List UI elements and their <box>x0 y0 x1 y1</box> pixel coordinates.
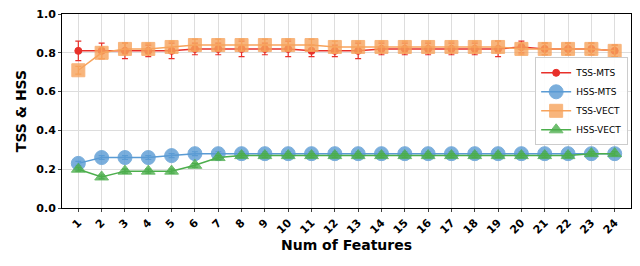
svg-text:TSS & HSS: TSS & HSS <box>13 70 29 152</box>
svg-text:TSS-VECT: TSS-VECT <box>575 106 620 116</box>
svg-text:16: 16 <box>414 216 434 236</box>
svg-text:10: 10 <box>274 216 294 236</box>
svg-text:0.8: 0.8 <box>36 47 56 60</box>
svg-text:23: 23 <box>577 217 597 237</box>
svg-text:18: 18 <box>461 217 481 237</box>
svg-text:17: 17 <box>437 217 457 237</box>
svg-text:0.2: 0.2 <box>36 163 56 176</box>
svg-text:6: 6 <box>186 216 201 231</box>
svg-text:12: 12 <box>321 217 341 237</box>
svg-text:HSS-VECT: HSS-VECT <box>576 125 621 135</box>
svg-text:0.0: 0.0 <box>36 202 56 215</box>
svg-text:21: 21 <box>531 217 551 237</box>
svg-text:Num of Features: Num of Features <box>281 237 412 253</box>
svg-text:HSS-MTS: HSS-MTS <box>576 87 617 97</box>
svg-text:22: 22 <box>554 217 574 237</box>
svg-text:TSS-MTS: TSS-MTS <box>575 68 615 78</box>
svg-text:0.6: 0.6 <box>36 85 56 98</box>
svg-text:4: 4 <box>140 216 155 231</box>
svg-text:11: 11 <box>298 217 318 237</box>
svg-text:2: 2 <box>93 217 108 232</box>
svg-text:3: 3 <box>116 217 131 232</box>
svg-text:5: 5 <box>163 217 178 232</box>
svg-text:7: 7 <box>210 217 225 232</box>
svg-text:20: 20 <box>507 216 527 236</box>
svg-text:14: 14 <box>367 216 387 236</box>
svg-text:8: 8 <box>233 217 248 232</box>
svg-text:0.4: 0.4 <box>36 124 56 137</box>
svg-text:13: 13 <box>344 217 364 237</box>
svg-text:1.0: 1.0 <box>36 8 56 21</box>
svg-text:15: 15 <box>391 217 411 237</box>
svg-text:19: 19 <box>484 217 504 237</box>
svg-text:24: 24 <box>601 216 621 236</box>
svg-text:9: 9 <box>256 217 271 232</box>
svg-text:1: 1 <box>70 217 85 232</box>
